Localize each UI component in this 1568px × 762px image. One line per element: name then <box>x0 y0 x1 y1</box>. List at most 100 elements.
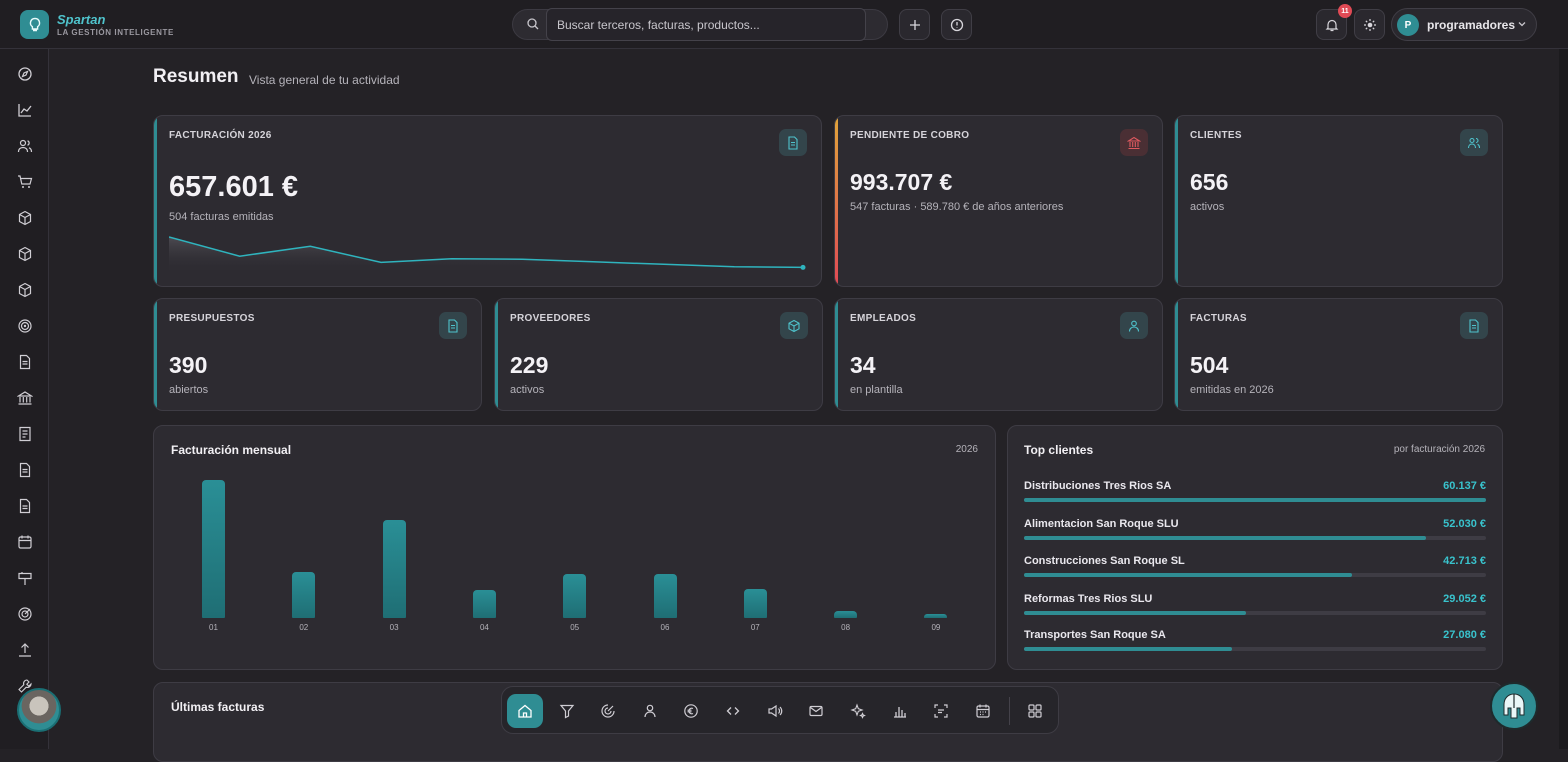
bar-04[interactable] <box>472 590 496 618</box>
kpi-card-facturacion[interactable]: FACTURACIÓN 2026 657.601 € 504 facturas … <box>153 115 822 287</box>
bar-03[interactable] <box>382 520 406 618</box>
kpi-sub: en plantilla <box>850 384 903 396</box>
dock-user[interactable] <box>632 694 668 728</box>
dock-apps[interactable] <box>1017 694 1053 728</box>
sidebar-item-contracts[interactable] <box>16 497 34 515</box>
kpi-value: 504 <box>1190 352 1229 378</box>
panel-title: Últimas facturas <box>171 700 265 714</box>
dock-radar[interactable] <box>590 694 626 728</box>
kpi-value: 34 <box>850 352 876 378</box>
dock-filter[interactable] <box>549 694 585 728</box>
theme-toggle-button[interactable] <box>1354 9 1385 40</box>
bottom-dock <box>501 686 1059 734</box>
kpi-card-facturas[interactable]: FACTURAS 504 emitidas en 2026 <box>1174 298 1503 411</box>
dock-mail[interactable] <box>798 694 834 728</box>
dock-stats[interactable] <box>882 694 918 728</box>
logo[interactable] <box>20 10 49 39</box>
home-icon <box>518 704 532 718</box>
sidebar-item-upload[interactable] <box>16 641 34 659</box>
kpi-card-clientes[interactable]: CLIENTES 656 activos <box>1174 115 1503 287</box>
sidebar-item-objectives[interactable] <box>16 605 34 623</box>
search-input[interactable] <box>546 8 866 41</box>
bar-01[interactable] <box>202 480 225 618</box>
scan-icon <box>934 704 948 718</box>
sidebar-item-contacts[interactable] <box>16 137 34 155</box>
search-icon <box>527 18 539 30</box>
kpi-value: 657.601 € <box>169 171 299 203</box>
bar-05[interactable] <box>563 573 587 618</box>
monthly-chart-panel: Facturación mensual 2026 01 02 03 04 05 06 07 0… <box>153 425 996 670</box>
bar-07[interactable] <box>743 589 767 618</box>
sidebar-item-accounting[interactable] <box>16 425 34 443</box>
client-name: Reformas Tres Rios SLU <box>1024 593 1153 605</box>
panel-title: Facturación mensual <box>171 443 292 457</box>
megaphone-icon <box>768 704 783 718</box>
cube-icon <box>18 282 32 298</box>
box-icon <box>780 312 808 339</box>
kpi-card-empleados[interactable]: EMPLEADOS 34 en plantilla <box>834 298 1163 411</box>
sidebar-item-tools[interactable] <box>16 677 34 695</box>
file-icon <box>19 498 31 514</box>
dock-code[interactable] <box>715 694 751 728</box>
kpi-sub: activos <box>510 384 545 396</box>
sidebar-item-products[interactable] <box>16 209 34 227</box>
dock-home[interactable] <box>507 694 543 728</box>
sidebar-item-analytics[interactable] <box>16 101 34 119</box>
client-progress <box>1024 573 1486 577</box>
assistant-avatar[interactable] <box>17 688 61 732</box>
add-button[interactable] <box>899 9 930 40</box>
sidebar-item-projects[interactable] <box>16 569 34 587</box>
bank-icon <box>17 391 33 405</box>
dock-scan[interactable] <box>923 694 959 728</box>
sidebar-item-goals[interactable] <box>16 317 34 335</box>
user-menu[interactable]: P programadores <box>1391 8 1537 41</box>
top-bar: Spartan LA GESTIÓN INTELIGENTE 11 P prog… <box>0 0 1568 49</box>
client-name: Transportes San Roque SA <box>1024 629 1166 641</box>
sidebar-item-explore[interactable] <box>16 65 34 83</box>
bar-06[interactable] <box>653 573 677 618</box>
compass-icon <box>18 67 32 81</box>
sidebar-item-banking[interactable] <box>16 389 34 407</box>
sidebar-item-inventory[interactable] <box>16 245 34 263</box>
sidebar-item-reports[interactable] <box>16 461 34 479</box>
kpi-card-presupuestos[interactable]: PRESUPUESTOS 390 abiertos <box>153 298 482 411</box>
bar-08[interactable] <box>834 611 858 618</box>
kpi-label: FACTURACIÓN 2026 <box>169 130 272 141</box>
bar-09[interactable] <box>924 613 948 618</box>
book-icon <box>19 426 31 442</box>
dock-calendar[interactable] <box>965 694 1001 728</box>
dock-announce[interactable] <box>757 694 793 728</box>
scrollbar[interactable] <box>1559 49 1568 749</box>
client-progress <box>1024 647 1486 651</box>
kpi-card-pendiente[interactable]: PENDIENTE DE COBRO 993.707 € 547 factura… <box>834 115 1163 287</box>
sidebar <box>0 49 49 749</box>
search-bar <box>512 8 888 41</box>
sun-icon <box>1363 18 1376 31</box>
kpi-card-proveedores[interactable]: PROVEEDORES 229 activos <box>494 298 823 411</box>
notifications-button[interactable]: 11 <box>1316 4 1352 40</box>
line-chart-icon <box>18 104 32 117</box>
sidebar-item-calendar[interactable] <box>16 533 34 551</box>
sidebar-item-documents[interactable] <box>16 353 34 371</box>
x-tick-label: 06 <box>660 623 670 632</box>
client-value: 29.052 € <box>1443 593 1486 605</box>
document-icon <box>1460 312 1488 339</box>
sparkles-icon <box>850 703 866 719</box>
dock-euro[interactable] <box>673 694 709 728</box>
bar-02[interactable] <box>292 572 316 618</box>
client-name: Construcciones San Roque SL <box>1024 555 1185 567</box>
x-tick-label: 05 <box>570 623 580 632</box>
sidebar-item-purchases[interactable] <box>16 281 34 299</box>
sidebar-item-sales[interactable] <box>16 173 34 191</box>
document-icon <box>779 129 807 156</box>
info-button[interactable] <box>941 9 972 40</box>
grid-icon <box>1028 704 1042 718</box>
users-icon <box>17 139 33 153</box>
panel-year: 2026 <box>955 444 978 455</box>
page-title: Resumen <box>153 66 239 87</box>
client-progress <box>1024 536 1486 540</box>
kpi-value: 229 <box>510 352 549 378</box>
spartan-helmet-icon[interactable] <box>1490 682 1538 730</box>
dock-ai[interactable] <box>840 694 876 728</box>
kpi-label: PRESUPUESTOS <box>169 313 255 324</box>
